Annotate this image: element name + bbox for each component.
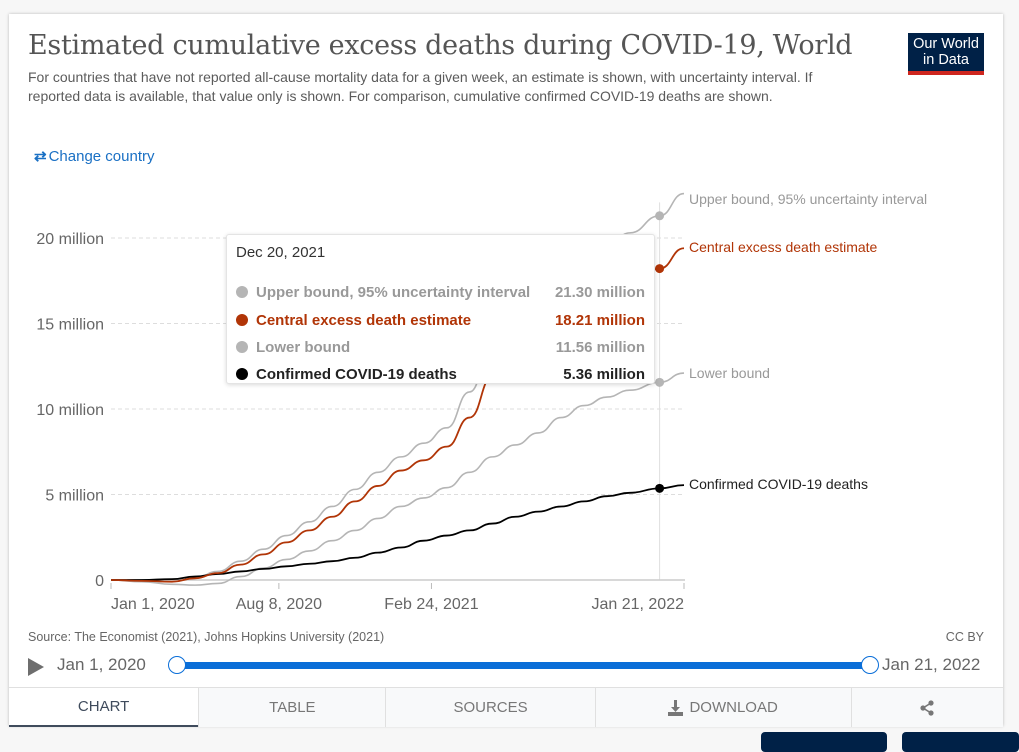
share-icon <box>920 699 934 716</box>
download-icon <box>668 699 684 716</box>
tab-download[interactable]: DOWNLOAD <box>594 688 851 727</box>
change-country-label: Change country <box>48 147 155 165</box>
tooltip-row-lower-bound: Lower bound 11.56 million <box>236 336 645 358</box>
chart-card: Estimated cumulative excess deaths durin… <box>9 14 1003 727</box>
tooltip-row-label: Central excess death estimate <box>256 311 472 329</box>
bottom-action-button-1[interactable] <box>761 732 887 752</box>
tooltip-row-central-estimate: Central excess death estimate 18.21 mill… <box>236 309 645 331</box>
logo-line-1: Our World <box>913 36 979 52</box>
x-tick-label: Feb 24, 2021 <box>384 596 478 613</box>
tooltip-row-label: Upper bound, 95% uncertainty interval <box>256 283 531 301</box>
x-axis: Jan 1, 2020 Aug 8, 2020 Feb 24, 2021 Jan 21… <box>110 579 685 613</box>
tooltip-row-value: 21.30 million <box>554 283 645 301</box>
source-note[interactable]: Source: The Economist (2021), Johns Hopk… <box>28 630 385 644</box>
x-tick-label: Jan 1, 2020 <box>111 596 195 613</box>
chart-title: Estimated cumulative excess deaths durin… <box>28 30 853 61</box>
series-end-label: Upper bound, 95% uncertainty interval <box>689 191 927 207</box>
legend-dot-icon <box>236 341 248 353</box>
tooltip-row-confirmed-deaths: Confirmed COVID-19 deaths 5.36 million <box>236 363 645 385</box>
tab-bar: CHART TABLE SOURCES DOWNLOAD <box>9 687 1003 727</box>
tooltip-row-label: Lower bound <box>256 338 351 356</box>
timeline-end-date: Jan 21, 2022 <box>882 655 981 674</box>
tab-label: DOWNLOAD <box>689 699 778 716</box>
swap-arrows-icon: ⇄ <box>34 148 47 165</box>
series-end-label: Confirmed COVID-19 deaths <box>689 476 868 492</box>
series-line <box>110 372 685 586</box>
timeline-start-date: Jan 1, 2020 <box>57 655 146 674</box>
timeline-track[interactable] <box>178 662 868 669</box>
logo-line-2: in Data <box>923 52 969 68</box>
timeline-end-handle[interactable] <box>861 656 879 674</box>
y-tick-label: 20 million <box>36 231 104 248</box>
x-tick-label: Aug 8, 2020 <box>236 596 322 613</box>
y-tick-label: 0 <box>95 573 104 590</box>
tab-share[interactable] <box>850 688 1003 727</box>
series-line-labels: Upper bound, 95% uncertainty interval Cen… <box>689 191 927 492</box>
play-icon[interactable] <box>28 658 44 676</box>
series-end-label: Central excess death estimate <box>689 239 878 255</box>
owid-logo[interactable]: Our World in Data <box>908 33 984 75</box>
tooltip-row-upper-bound: Upper bound, 95% uncertainty interval 21… <box>236 281 645 303</box>
data-point-marker <box>655 483 665 493</box>
timeline-start-handle[interactable] <box>168 656 186 674</box>
data-point-marker <box>655 211 665 221</box>
tab-sources[interactable]: SOURCES <box>385 688 595 727</box>
hover-markers <box>655 211 665 493</box>
legend-dot-icon <box>236 368 248 380</box>
line-chart[interactable]: 0 5 million 10 million 15 million 20 million… <box>9 14 1003 634</box>
tab-table[interactable]: TABLE <box>198 688 386 727</box>
legend-dot-icon <box>236 314 248 326</box>
series-line <box>110 484 685 581</box>
change-country-button[interactable]: ⇄ Change country <box>34 147 155 166</box>
tooltip-row-value: 11.56 million <box>555 338 645 356</box>
y-tick-label: 5 million <box>45 488 104 505</box>
tab-label: TABLE <box>269 699 316 716</box>
tooltip-row-value: 18.21 million <box>554 311 645 329</box>
tab-chart[interactable]: CHART <box>9 688 199 727</box>
y-tick-label: 15 million <box>36 317 104 334</box>
legend-dot-icon <box>236 286 248 298</box>
y-axis-ticks: 0 5 million 10 million 15 million 20 million <box>36 231 104 590</box>
x-tick-label: Jan 21, 2022 <box>591 596 684 613</box>
tooltip-row-value: 5.36 million <box>563 365 645 383</box>
bottom-action-button-2[interactable] <box>902 732 1019 752</box>
tab-label: SOURCES <box>453 699 528 716</box>
series-end-label: Lower bound <box>689 365 770 381</box>
data-point-marker <box>655 377 665 387</box>
license-link[interactable]: CC BY <box>945 630 984 644</box>
series-lines <box>110 192 685 586</box>
chart-subtitle: For countries that have not reported all… <box>28 69 813 104</box>
data-point-marker <box>655 264 665 274</box>
timeline: Jan 1, 2020 Jan 21, 2022 <box>28 654 988 680</box>
tooltip: Dec 20, 2021 Upper bound, 95% uncertaint… <box>226 234 655 384</box>
y-tick-label: 10 million <box>36 402 104 419</box>
tooltip-date: Dec 20, 2021 <box>236 244 326 261</box>
tooltip-row-label: Confirmed COVID-19 deaths <box>256 365 457 383</box>
tab-label: CHART <box>77 698 130 715</box>
